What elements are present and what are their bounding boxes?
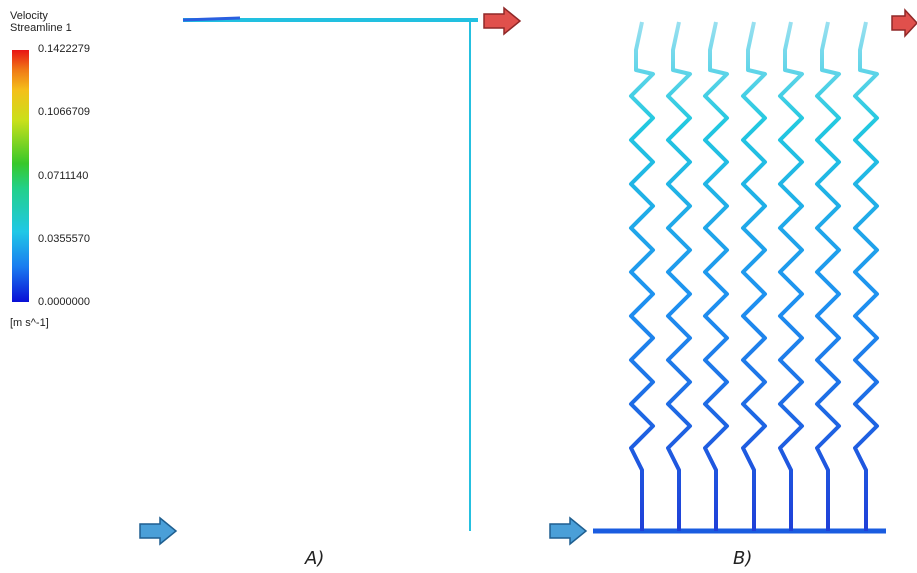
velocity-colorbar bbox=[12, 50, 29, 302]
panel-b-label: B) bbox=[733, 548, 753, 569]
panel-a bbox=[182, 16, 478, 534]
panel-a-label: A) bbox=[305, 548, 325, 569]
panel-b-inlet-arrow bbox=[549, 516, 588, 546]
panel-b-channel-2 bbox=[666, 21, 692, 531]
panel-a-outlet-arrow bbox=[483, 6, 522, 36]
panel-b bbox=[593, 20, 886, 534]
legend-tick-3: 0.1066709 bbox=[38, 106, 90, 118]
legend-tick-2: 0.0711140 bbox=[38, 170, 89, 182]
legend-unit: [m s^-1] bbox=[10, 317, 49, 329]
panel-b-channel-7 bbox=[853, 21, 879, 531]
panel-a-channels bbox=[215, 20, 471, 531]
panel-b-channel-5 bbox=[778, 21, 804, 531]
panel-b-outlet-arrow bbox=[891, 8, 917, 38]
legend-tick-max: 0.1422279 bbox=[38, 43, 90, 55]
panel-b-channel-1 bbox=[629, 21, 655, 531]
legend-title: Velocity Streamline 1 bbox=[10, 10, 72, 34]
panel-a-outlet-header-left bbox=[182, 16, 241, 22]
legend-title-quantity: Velocity bbox=[10, 10, 48, 22]
legend-title-series: Streamline 1 bbox=[10, 22, 72, 34]
panel-b-channels bbox=[629, 21, 879, 531]
legend-tick-1: 0.0355570 bbox=[38, 233, 90, 245]
panel-a-inlet-arrow bbox=[139, 516, 178, 546]
panel-b-channel-6 bbox=[815, 21, 841, 531]
panel-b-channel-4 bbox=[741, 21, 767, 531]
legend-tick-min: 0.0000000 bbox=[38, 296, 90, 308]
panel-b-channel-3 bbox=[703, 21, 729, 531]
